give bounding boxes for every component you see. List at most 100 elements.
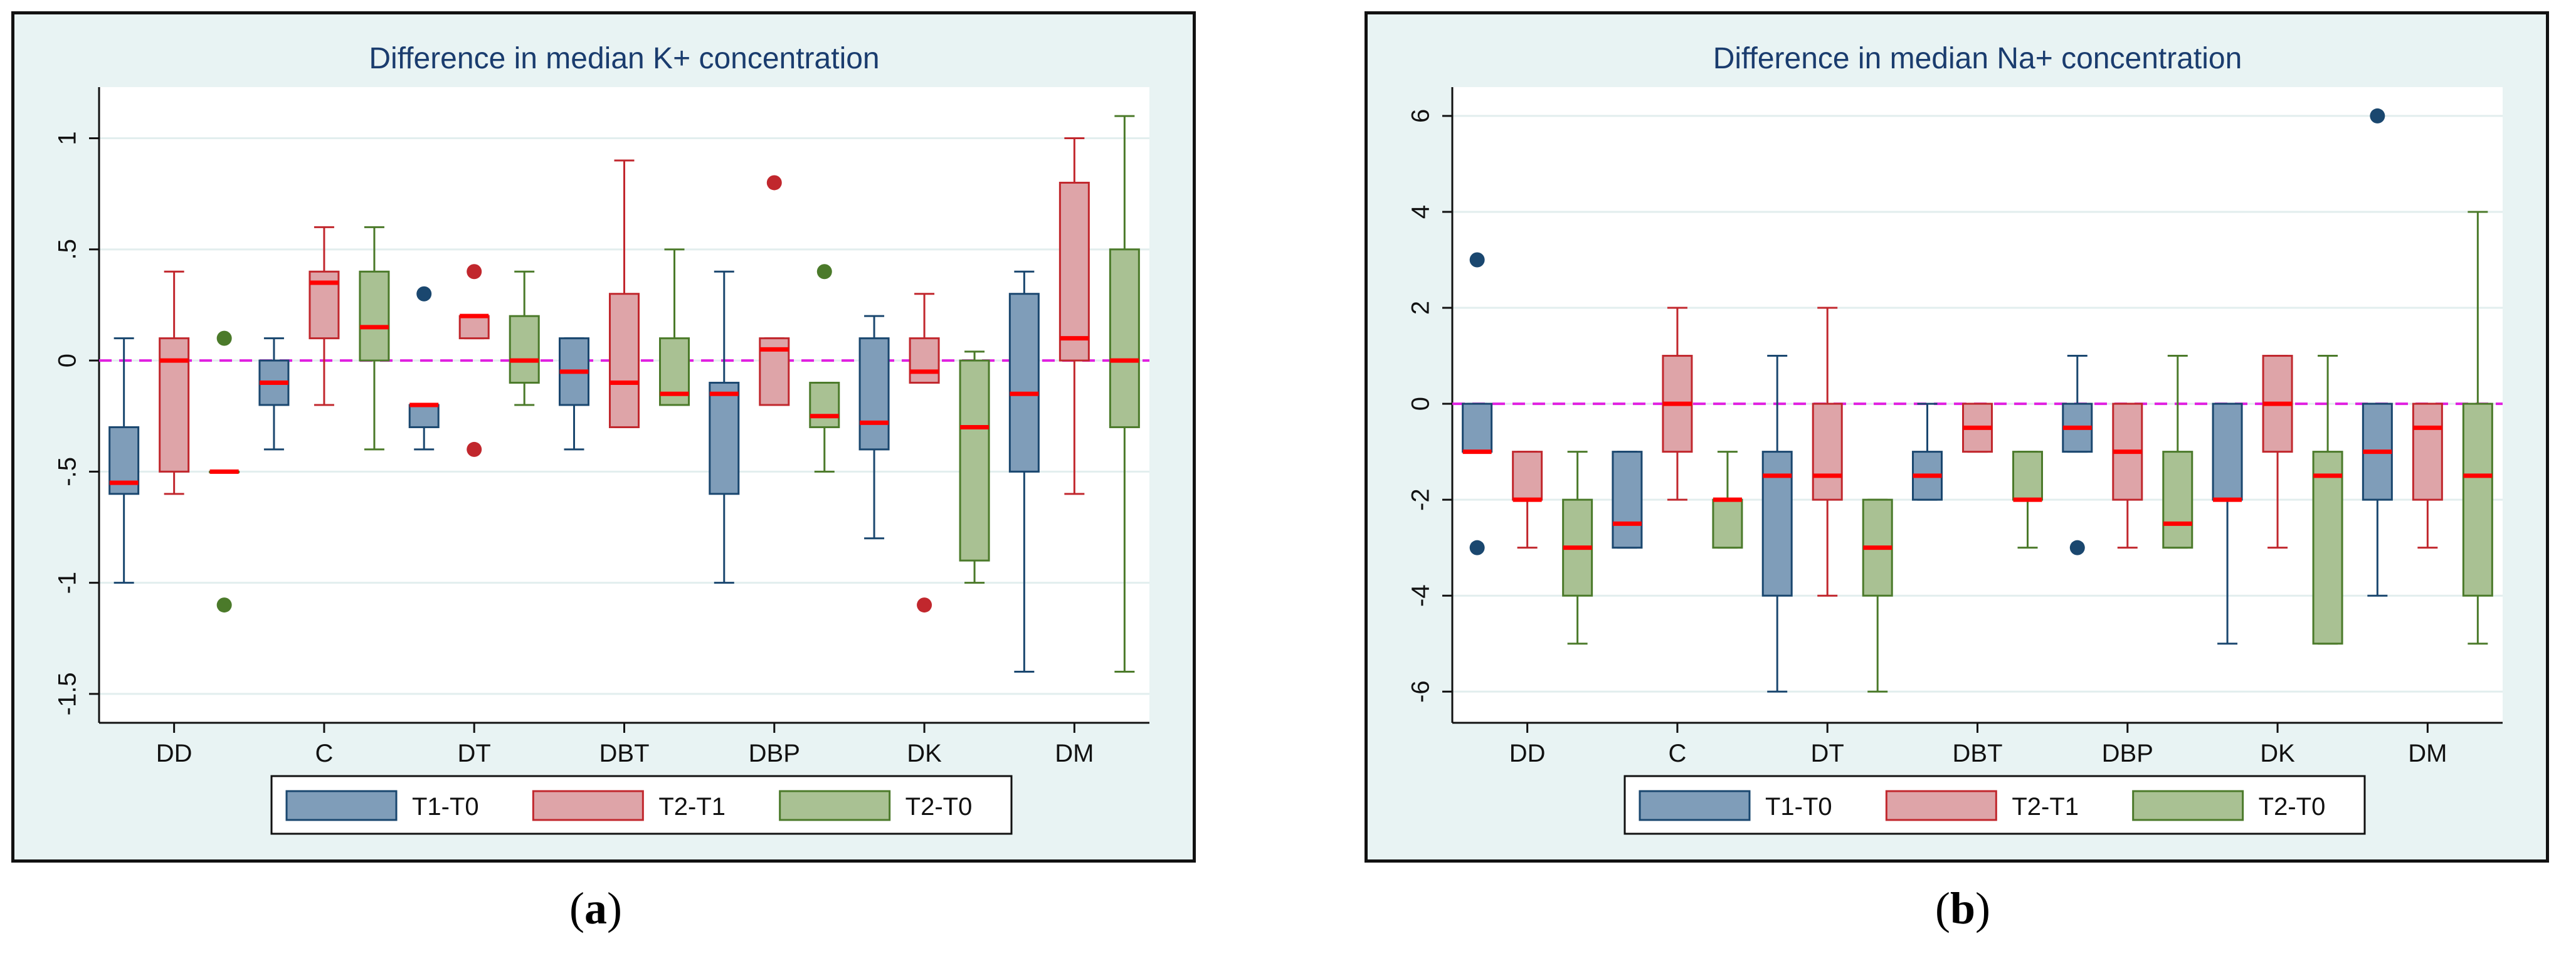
chart-b: Difference in median Na+ concentration 6 4… <box>1407 42 2503 835</box>
legend-label-T2-T1: T2-T1 <box>2012 793 2079 821</box>
box-T1-T0-DK <box>2212 402 2243 645</box>
outlier-point <box>917 597 932 613</box>
box-T1-T0-DBP <box>2062 355 2093 555</box>
outlier-point <box>467 264 482 280</box>
iqr-box <box>2412 402 2443 501</box>
iqr-box <box>408 404 440 428</box>
y-tick-label: 4 <box>1407 205 1435 219</box>
box-T2-T1-DT <box>1812 307 1843 597</box>
box-T2-T0-C <box>359 226 390 451</box>
box-T1-T0-DM <box>1008 270 1040 673</box>
box-T1-T0-DD <box>1462 252 1493 555</box>
box-T2-T1-DBT <box>1962 402 1993 453</box>
box-T1-T0-DK <box>858 315 890 540</box>
iqr-box <box>359 270 390 362</box>
outlier-point <box>2069 540 2085 555</box>
chart-a: Difference in median K+ concentration 1 .5… <box>54 42 1149 835</box>
box-T2-T0-DD <box>209 330 240 613</box>
box-T2-T0-DM <box>1109 115 1140 673</box>
iqr-box <box>909 337 940 384</box>
box-T2-T0-DBT <box>659 248 690 406</box>
box-T2-T1-DM <box>2412 402 2443 549</box>
y-tick-label: .5 <box>54 239 82 260</box>
chart-panel-a: Difference in median K+ concentration 1 .5… <box>11 11 1196 863</box>
legend-label-T2-T0: T2-T0 <box>2259 793 2326 821</box>
box-T1-T0-DT <box>1761 355 1793 693</box>
iqr-box <box>1512 451 1543 501</box>
y-tick-label: -1 <box>54 572 82 594</box>
outlier-point <box>216 330 232 346</box>
box-T1-T0-DM <box>2362 108 2393 597</box>
chart-panel-b: Difference in median Na+ concentration 6 4… <box>1365 11 2549 863</box>
outlier-point <box>1469 252 1485 268</box>
legend-swatch-T1-T0 <box>285 790 398 821</box>
iqr-box <box>458 315 490 340</box>
x-tick-label: DM <box>2408 740 2447 767</box>
iqr-box <box>1462 402 1493 453</box>
iqr-box <box>1058 181 1090 362</box>
box-T1-T0-DBT <box>559 337 589 451</box>
legend-label-T2-T1: T2-T1 <box>658 793 726 821</box>
box-T2-T1-DBT <box>609 159 640 428</box>
iqr-box <box>959 359 990 562</box>
x-tick-label: DBT <box>1953 740 2003 767</box>
box-T1-T0-C <box>1612 451 1643 549</box>
box-T2-T1-DBP <box>2112 402 2143 549</box>
iqr-box <box>709 382 740 495</box>
box-T2-T1-DT <box>458 264 490 457</box>
box-T2-T0-DD <box>1562 451 1593 645</box>
y-tick-label: -1.5 <box>54 672 82 715</box>
y-tick-label: 2 <box>1407 301 1435 315</box>
x-tick-label: DT <box>458 740 491 767</box>
box-T2-T1-C <box>1662 307 1693 501</box>
box-T1-T0-DT <box>408 286 440 451</box>
legend-label-T1-T0: T1-T0 <box>1765 793 1832 821</box>
iqr-box <box>2212 402 2243 501</box>
legend-swatch-T2-T0 <box>779 790 891 821</box>
iqr-box <box>1008 293 1040 473</box>
box-T2-T0-DBP <box>2162 355 2193 549</box>
iqr-box <box>1812 402 1843 501</box>
box-T2-T0-DK <box>959 350 990 584</box>
iqr-box <box>2312 451 2343 645</box>
x-tick-label: C <box>1668 740 1686 767</box>
outlier-point <box>216 597 232 613</box>
iqr-box <box>1612 451 1643 549</box>
y-tick-label: -6 <box>1407 680 1435 703</box>
box-T2-T0-DBT <box>2012 451 2043 549</box>
box-T2-T0-DK <box>2312 355 2343 645</box>
legend-swatch-T1-T0 <box>1639 790 1751 821</box>
caption-a: (a) <box>569 883 622 933</box>
x-tick-label: DBP <box>749 740 800 767</box>
box-T1-T0-DD <box>108 337 140 584</box>
outlier-point <box>2370 108 2385 123</box>
x-tick-label: DK <box>2260 740 2295 767</box>
outlier-point <box>467 441 482 457</box>
box-T1-T0-DBP <box>709 270 740 584</box>
chart-title: Difference in median Na+ concentration <box>1713 42 2242 75</box>
y-tick-label: 0 <box>54 354 82 367</box>
box-T2-T1-DK <box>2262 355 2293 549</box>
iqr-box <box>1712 498 1743 549</box>
box-T2-T1-DD <box>159 270 190 495</box>
x-tick-label: DK <box>907 740 942 767</box>
iqr-box <box>809 382 840 428</box>
box-T1-T0-DBT <box>1912 402 1943 501</box>
chart-title: Difference in median K+ concentration <box>369 42 879 75</box>
iqr-box <box>159 337 190 473</box>
legend-label-T1-T0: T1-T0 <box>412 793 479 821</box>
legend-swatch-T2-T1 <box>532 790 644 821</box>
y-tick-label: -.5 <box>54 457 82 486</box>
legend-swatch-T2-T0 <box>2132 790 2244 821</box>
x-tick-label: DT <box>1811 740 1844 767</box>
x-tick-label: DBP <box>2102 740 2153 767</box>
x-tick-label: DBT <box>599 740 650 767</box>
iqr-box <box>1761 451 1793 597</box>
box-T2-T0-DM <box>2462 211 2493 645</box>
outlier-point <box>1469 540 1485 555</box>
y-tick-label: 6 <box>1407 109 1435 123</box>
y-tick-label: 0 <box>1407 397 1435 411</box>
box-T2-T1-DM <box>1058 137 1090 495</box>
outlier-point <box>816 264 832 280</box>
iqr-box <box>1109 248 1140 428</box>
